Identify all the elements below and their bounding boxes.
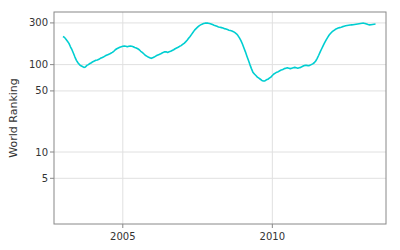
y-axis-label: World Ranking: [7, 78, 20, 158]
x-tick-label: 2010: [260, 231, 285, 242]
x-tick-label: 2005: [110, 231, 135, 242]
y-tick-label: 10: [35, 147, 48, 158]
y-tick-label: 5: [42, 173, 48, 184]
y-tick-label: 100: [29, 59, 48, 70]
y-tick: [50, 22, 54, 23]
x-grid-line: [272, 12, 273, 224]
grid: [54, 12, 386, 224]
y-tick-label: 50: [35, 85, 48, 96]
axes: 5 10 50 100 300 2005 2010: [29, 17, 285, 242]
plot-area: [63, 23, 376, 81]
y-grid-line: [54, 64, 386, 65]
y-grid-line: [54, 90, 386, 91]
x-tick: [122, 224, 123, 228]
y-grid-line: [54, 22, 386, 23]
y-tick: [50, 90, 54, 91]
y-tick: [50, 152, 54, 153]
x-grid-line: [122, 12, 123, 224]
y-tick: [50, 178, 54, 179]
y-tick-label: 300: [29, 17, 48, 28]
y-grid-line: [54, 178, 386, 179]
y-grid-line: [54, 152, 386, 153]
plot-frame: [54, 12, 386, 224]
line: [63, 23, 376, 81]
y-tick: [50, 64, 54, 65]
x-tick: [272, 224, 273, 228]
chart: 5 10 50 100 300 2005 2010 World Ranking: [0, 0, 400, 250]
